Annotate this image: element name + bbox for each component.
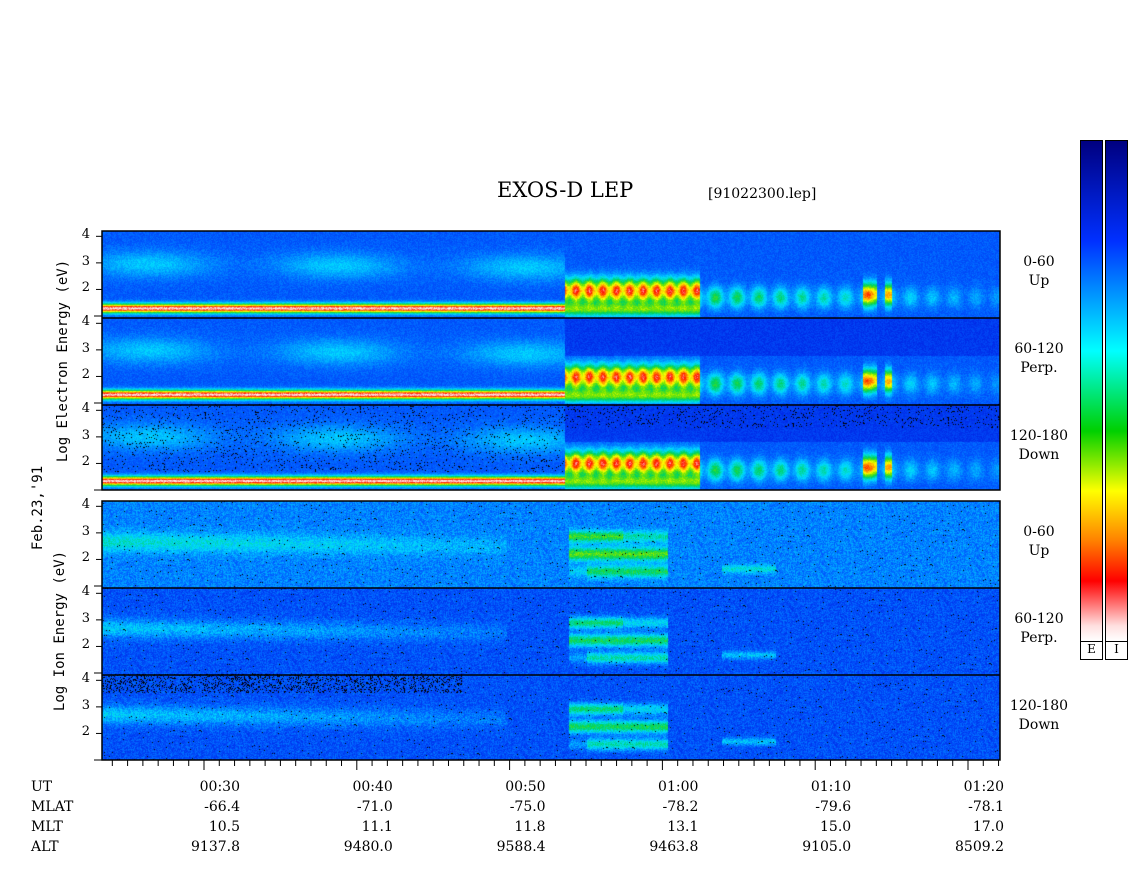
table-cell-mlt: 11.8 <box>514 819 546 835</box>
table-row-label: MLAT <box>31 799 74 815</box>
table-cell-ut: 01:10 <box>810 779 852 795</box>
table-cell-alt: 9105.0 <box>802 839 852 855</box>
y-tick-label: 4 <box>81 401 90 417</box>
channel-direction: Down <box>1018 717 1060 733</box>
table-cell-mlat: -66.4 <box>204 799 240 815</box>
table-cell-mlt: 17.0 <box>972 819 1004 835</box>
y-tick-label: 4 <box>81 671 90 687</box>
y-tick-label: 2 <box>81 367 90 383</box>
y-tick-label: 4 <box>81 497 90 513</box>
table-cell-mlat: -75.0 <box>509 799 546 815</box>
table-cell-mlat: -79.6 <box>815 799 852 815</box>
y-tick-label: 2 <box>81 454 90 470</box>
y-tick-label: 3 <box>81 340 90 356</box>
electron-frame <box>101 230 1001 491</box>
channel-range: 0-60 <box>1023 254 1055 270</box>
colorbar-label-i: I <box>1105 641 1128 660</box>
channel-range: 120-180 <box>1009 428 1069 444</box>
table-cell-alt: 9588.4 <box>496 839 546 855</box>
channel-label: 120-180 Down <box>1004 697 1074 735</box>
channel-range: 120-180 <box>1009 698 1069 714</box>
table-row-label: ALT <box>31 839 59 855</box>
y-tick-label: 2 <box>81 724 90 740</box>
ion-spectrogram <box>102 501 1000 760</box>
colorbar-label-e: E <box>1080 641 1103 660</box>
table-cell-mlt: 11.1 <box>361 819 393 835</box>
y-tick-label: 3 <box>81 697 90 713</box>
y-tick-label: 3 <box>81 427 90 443</box>
channel-direction: Up <box>1028 273 1050 289</box>
table-cell-mlt: 10.5 <box>208 819 240 835</box>
y-tick-label: 4 <box>81 227 90 243</box>
table-cell-ut: 00:30 <box>199 779 240 795</box>
table-cell-mlat: -71.0 <box>356 799 393 815</box>
ion-axis-label: Log Ion Energy (eV) <box>52 550 68 712</box>
table-cell-mlat: -78.1 <box>968 799 1004 815</box>
channel-label: 120-180 Down <box>1004 427 1074 465</box>
table-row-label: MLT <box>31 819 63 835</box>
y-tick-label: 2 <box>81 550 90 566</box>
ion-frame <box>101 500 1001 761</box>
table-cell-mlat: -78.2 <box>662 799 699 815</box>
channel-direction: Up <box>1028 543 1050 559</box>
table-cell-alt: 9480.0 <box>343 839 393 855</box>
y-tick-label: 3 <box>81 523 90 539</box>
table-cell-ut: 00:50 <box>505 779 546 795</box>
y-tick-label: 4 <box>81 584 90 600</box>
table-cell-ut: 00:40 <box>352 779 393 795</box>
y-tick-label: 3 <box>81 253 90 269</box>
table-cell-alt: 9463.8 <box>649 839 699 855</box>
channel-range: 60-120 <box>1014 341 1064 357</box>
channel-label: 60-120 Perp. <box>1004 340 1074 378</box>
channel-label: 0-60 Up <box>1004 523 1074 561</box>
channel-direction: Down <box>1018 447 1060 463</box>
table-row-label: UT <box>31 779 53 795</box>
electron-axis-label: Log Electron Energy (eV) <box>55 259 71 463</box>
chart-title: EXOS-D LEP <box>497 178 634 202</box>
date-label: Feb.23,'91 <box>30 465 46 551</box>
channel-range: 60-120 <box>1014 611 1064 627</box>
channel-direction: Perp. <box>1020 360 1058 376</box>
table-cell-alt: 8509.2 <box>955 839 1004 855</box>
y-tick-label: 2 <box>81 637 90 653</box>
table-cell-ut: 01:20 <box>963 779 1004 795</box>
table-cell-alt: 9137.8 <box>191 839 240 855</box>
channel-label: 60-120 Perp. <box>1004 610 1074 648</box>
table-cell-mlt: 13.1 <box>667 819 699 835</box>
channel-direction: Perp. <box>1020 630 1058 646</box>
electron-spectrogram <box>102 231 1000 490</box>
channel-label: 0-60 Up <box>1004 253 1074 291</box>
y-tick-label: 3 <box>81 610 90 626</box>
table-cell-ut: 01:00 <box>658 779 699 795</box>
y-tick-label: 2 <box>81 280 90 296</box>
channel-range: 0-60 <box>1023 524 1055 540</box>
y-tick-label: 4 <box>81 314 90 330</box>
file-name: [91022300.lep] <box>708 186 817 202</box>
table-cell-mlt: 15.0 <box>820 819 852 835</box>
